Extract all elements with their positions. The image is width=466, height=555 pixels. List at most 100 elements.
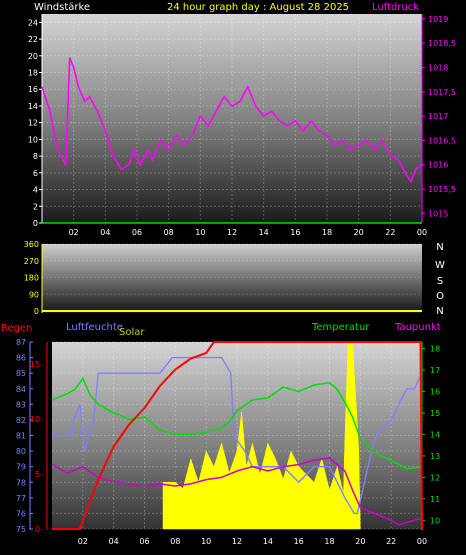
series-solar	[162, 341, 361, 530]
direction-tick-label: 0	[34, 307, 39, 316]
rain-tick-label: 15-	[30, 360, 43, 369]
compass-label-n-top: N	[436, 242, 443, 253]
pressure-tick-label: 1019	[428, 15, 448, 24]
wind-tick-label: 14	[28, 102, 38, 111]
direction-tick-label: 90	[29, 290, 39, 299]
temperature-tick-label: 18	[430, 344, 440, 353]
temperature-tick-label: 13	[430, 452, 440, 461]
bottom-x-axis-ticks: 02 04 06 08 10 12 14 16 18 20 22 00	[78, 537, 427, 546]
x-tick-label: 02	[78, 537, 88, 546]
humidity-tick-label: 80	[16, 447, 26, 456]
humidity-tick-label: 87	[16, 338, 26, 347]
wind-tick-label: 24	[28, 18, 38, 27]
top-plot-area	[42, 14, 422, 223]
x-tick-label: 16	[290, 228, 300, 237]
x-tick-label: 12	[227, 228, 237, 237]
wind-tick-label: 2	[33, 202, 38, 211]
x-tick-label: 16	[294, 537, 304, 546]
x-tick-label: 08	[170, 537, 180, 546]
series-luftdruck	[41, 57, 423, 184]
pressure-tick-label: 1016,5	[428, 136, 456, 145]
humidity-label: Luftfeuchte	[66, 322, 123, 333]
direction-tick-label: 180	[24, 274, 39, 283]
wind-tick-label: 16	[28, 85, 38, 94]
wind-tick-label: 6	[33, 169, 38, 178]
series-taupunkt	[51, 457, 423, 526]
x-tick-label: 14	[263, 537, 273, 546]
x-tick-label: 22	[385, 228, 395, 237]
x-tick-label: 18	[324, 537, 334, 546]
pressure-tick-label: 1015	[428, 209, 448, 218]
compass-label-n-bottom: N	[436, 306, 443, 317]
humidity-tick-label: 76	[16, 509, 26, 518]
rain-tick-label: 0-	[35, 525, 43, 534]
wind-tick-label: 18	[28, 69, 38, 78]
direction-plot-area	[42, 244, 422, 313]
dewpoint-label: Taupunkt	[394, 322, 441, 333]
humidity-tick-label: 83	[16, 400, 26, 409]
temperature-tick-label: 17	[430, 366, 440, 375]
x-tick-label: 00	[417, 228, 427, 237]
temperature-tick-label: 15	[430, 409, 440, 418]
wind-tick-label: 20	[28, 52, 38, 61]
x-tick-label: 06	[132, 228, 142, 237]
pressure-tick-label: 1018,5	[428, 39, 456, 48]
x-tick-label: 08	[164, 228, 174, 237]
humidity-tick-label: 77	[16, 494, 26, 503]
temperature-tick-label: 14	[430, 430, 440, 439]
x-tick-label: 06	[139, 537, 149, 546]
humidity-tick-label: 81	[16, 432, 26, 441]
pressure-axis-ticks: 1015 1015,5 1016 1016,5 1017 1017,5 1018 1018,5…	[422, 15, 456, 218]
compass-label-w: W	[435, 260, 445, 271]
humidity-tick-label: 84	[16, 385, 26, 394]
wind-axis-label: Windstärke	[34, 2, 90, 13]
temperature-axis-ticks: 10 11 12 13 14 15 16 17 18	[422, 344, 440, 525]
x-tick-label: 22	[386, 537, 396, 546]
rain-tick-label: 10-	[30, 415, 43, 424]
rain-label: Regen	[1, 323, 33, 334]
rain-tick-label: 5-	[35, 470, 43, 479]
top-x-axis-ticks: 02 04 06 08 10 12 14 16 18 20 22 00	[69, 228, 428, 237]
compass-labels: N W S O N	[435, 242, 445, 317]
x-tick-label: 00	[417, 537, 427, 546]
humidity-tick-label: 86	[16, 354, 26, 363]
solar-label: Solar	[119, 327, 145, 338]
x-tick-label: 20	[354, 228, 364, 237]
top-series	[41, 57, 423, 224]
wind-tick-label: 8	[33, 152, 38, 161]
series-regen	[52, 341, 423, 530]
bottom-series	[51, 341, 423, 530]
x-tick-label: 04	[109, 537, 119, 546]
wind-tick-label: 22	[28, 35, 38, 44]
pressure-axis-label: Luftdruck	[372, 2, 419, 13]
compass-label-s: S	[437, 276, 443, 287]
wind-tick-label: 10	[28, 135, 38, 144]
wind-tick-label: 0	[33, 219, 38, 228]
temperature-tick-label: 12	[430, 473, 440, 482]
x-tick-label: 12	[232, 537, 242, 546]
x-tick-label: 18	[322, 228, 332, 237]
humidity-tick-label: 85	[16, 369, 26, 378]
pressure-tick-label: 1015,5	[428, 185, 456, 194]
rain-axis-ticks: 0- 5- 10- 15-	[30, 360, 43, 534]
direction-tick-label: 270	[24, 257, 39, 266]
chart-title: 24 hour graph day : August 28 2025	[167, 2, 349, 13]
x-tick-label: 14	[259, 228, 269, 237]
pressure-tick-label: 1017,5	[428, 88, 456, 97]
x-tick-label: 10	[195, 228, 205, 237]
direction-axis-ticks: 0 90 180 270 360	[24, 240, 39, 316]
humidity-tick-label: 79	[16, 463, 26, 472]
humidity-tick-label: 75	[16, 525, 26, 534]
pressure-tick-label: 1016	[428, 161, 448, 170]
wind-tick-label: 4	[33, 186, 38, 195]
series-luftfeuchte	[52, 356, 423, 515]
temperature-tick-label: 11	[430, 495, 440, 504]
humidity-axis-ticks: 75 76 77 78 79 80 81 82 83 84 85 86 87	[16, 338, 33, 534]
pressure-tick-label: 1018	[428, 63, 448, 72]
pressure-tick-label: 1017	[428, 112, 448, 121]
series-temperatur	[51, 376, 423, 470]
x-tick-label: 02	[69, 228, 79, 237]
temperature-label: Temperatur	[311, 322, 370, 333]
